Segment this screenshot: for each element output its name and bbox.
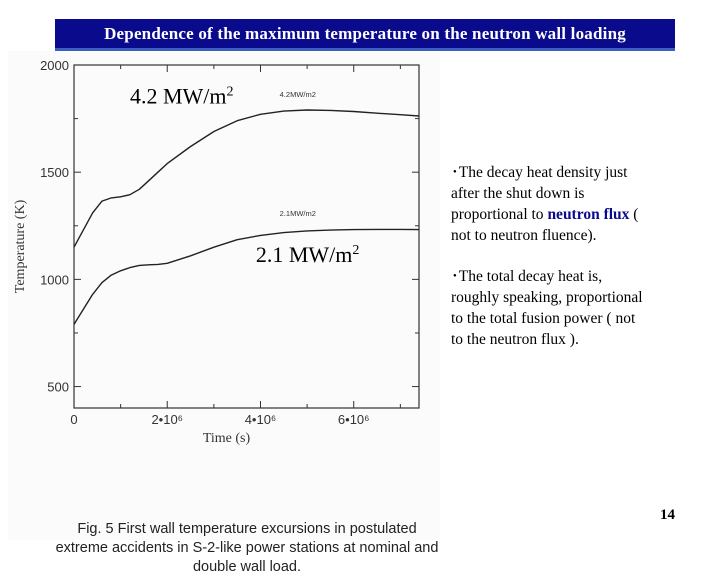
highlight-text: neutron flux: [547, 206, 630, 223]
big-label-superscript: 2: [352, 243, 359, 258]
bullet-text: not to neutron fluence).: [451, 227, 597, 244]
caption-line: Fig. 5 First wall temperature excursions…: [77, 521, 417, 537]
bullet-text: proportional to: [451, 206, 548, 223]
curve-annotation: 4.2MW/m2: [280, 90, 316, 99]
y-tick-label: 500: [47, 380, 69, 395]
y-tick-label: 1000: [40, 272, 69, 287]
bullet-line: to the total fusion power ( not: [451, 308, 706, 329]
bullet-line: not to neutron fluence).: [451, 225, 706, 246]
series-line-high: [73, 109, 420, 248]
bullet-text: to the neutron flux ).: [451, 331, 579, 348]
caption-line: double wall load.: [192, 559, 302, 575]
y-axis-label: Temperature (K): [13, 199, 28, 293]
curve-annotation: 2.1MW/m2: [280, 209, 316, 218]
bullet-text: ･The decay heat density just: [451, 164, 628, 181]
big-label-text: 2.1 MW/m: [256, 242, 353, 267]
big-label-superscript: 2: [227, 85, 234, 100]
caption-line: extreme accidents in S-2-like power stat…: [55, 540, 439, 556]
bullet-text: ･The total decay heat is,: [451, 268, 603, 285]
bullet-text: (: [629, 206, 639, 223]
bullet-line: after the shut down is: [451, 183, 706, 204]
x-tick-label: 2•10⁶: [151, 412, 183, 427]
bullet-line: roughly speaking, proportional: [451, 287, 706, 308]
bullet-item: ･The total decay heat is, roughly speakin…: [451, 266, 706, 350]
temperature-chart: 500 1000 1500 2000 0 2•10⁶ 4•10⁶ 6•10⁶ Time (s) T…: [13, 58, 420, 446]
bullet-list: ･The decay heat density just after the sh…: [451, 162, 706, 370]
y-tick-label: 1500: [40, 165, 69, 180]
page-number: 14: [660, 507, 675, 523]
figure-panel: 500 1000 1500 2000 0 2•10⁶ 4•10⁶ 6•10⁶ Time (s) T…: [8, 51, 440, 575]
plot-frame: [73, 64, 420, 409]
bullet-text: to the total fusion power ( not: [451, 310, 636, 327]
figure-caption: Fig. 5 First wall temperature excursions…: [42, 520, 452, 577]
bullet-text: after the shut down is: [451, 185, 585, 202]
big-label-high: 4.2 MW/m2: [130, 84, 234, 109]
bullet-item: ･The decay heat density just after the sh…: [451, 162, 706, 246]
bullet-line: ･The total decay heat is,: [451, 266, 706, 287]
big-label-low: 2.1 MW/m2: [256, 242, 360, 267]
x-tick-label: 4•10⁶: [245, 412, 277, 427]
slide-title: Dependence of the maximum temperature on…: [55, 19, 675, 51]
x-tick-label: 0: [70, 412, 77, 427]
series-line-low: [73, 228, 420, 325]
bullet-line: to the neutron flux ).: [451, 329, 706, 350]
bullet-text: roughly speaking, proportional: [451, 289, 643, 306]
x-axis-label: Time (s): [203, 431, 251, 446]
x-tick-label: 6•10⁶: [338, 412, 370, 427]
y-tick-label: 2000: [40, 58, 69, 73]
bullet-line: ･The decay heat density just: [451, 162, 706, 183]
big-label-text: 4.2 MW/m: [130, 84, 227, 109]
bullet-line: proportional to neutron flux (: [451, 204, 706, 225]
